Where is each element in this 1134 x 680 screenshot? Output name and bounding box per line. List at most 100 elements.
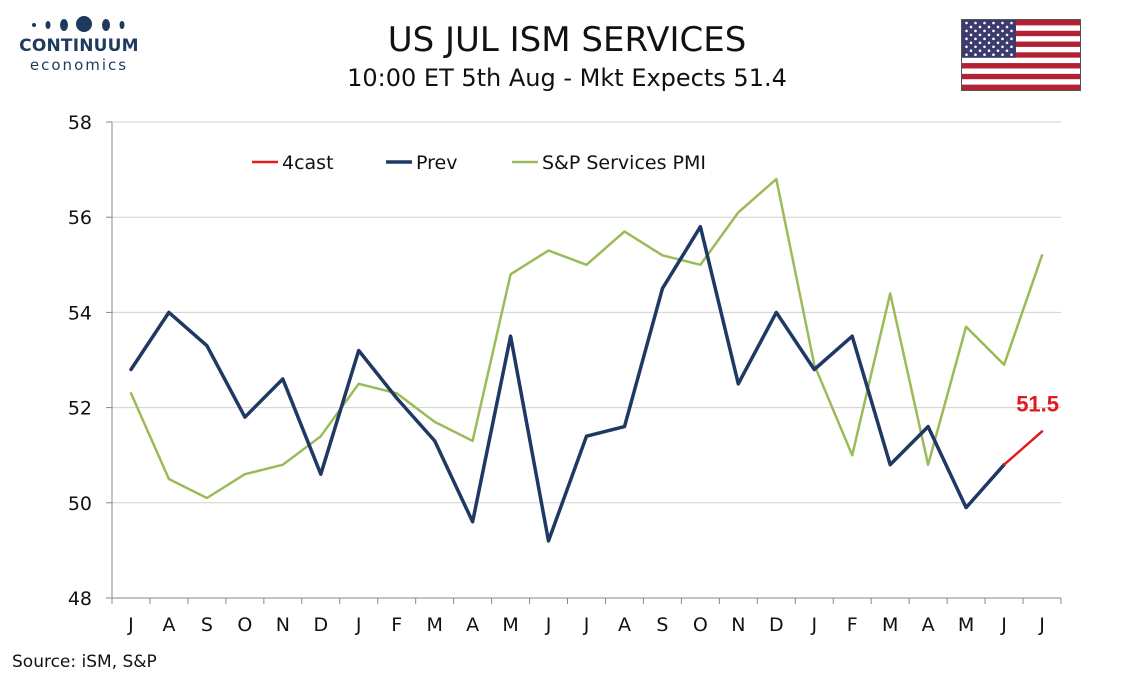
flag-star — [1010, 29, 1013, 33]
flag-star — [1005, 49, 1009, 53]
x-tick-label: M — [958, 614, 974, 636]
flag-star — [987, 25, 991, 29]
logo-name: CONTINUUM — [19, 36, 139, 56]
x-tick-label: A — [922, 614, 935, 636]
continuum-logo: CONTINUUM economics — [14, 14, 144, 76]
flag-stripe — [962, 46, 1080, 53]
legend-label: S&P Services PMI — [542, 152, 706, 174]
x-tick-label: M — [502, 614, 518, 636]
flag-star — [983, 21, 986, 25]
flag-stripe — [962, 52, 1080, 58]
flag-star — [978, 25, 982, 29]
x-tick-label: S — [201, 614, 213, 636]
x-tick-label: J — [810, 614, 817, 636]
flag-star — [992, 21, 995, 25]
flag-star — [987, 49, 991, 53]
flag-star — [983, 45, 986, 49]
flag-star — [969, 49, 973, 53]
x-tick-label: M — [426, 614, 442, 636]
flag-star — [978, 33, 982, 37]
flag-stripe — [962, 20, 1080, 26]
flag-star — [992, 37, 995, 41]
logo-subtitle: economics — [29, 56, 129, 74]
flag-star — [978, 41, 982, 45]
flag-star — [1001, 53, 1004, 56]
legend-label: 4cast — [282, 152, 334, 174]
flag-star — [983, 53, 986, 56]
flag-star — [1005, 25, 1009, 29]
source-note: Source: iSM, S&P — [12, 652, 157, 672]
x-tick-label: D — [769, 614, 784, 636]
flag-stripe — [962, 30, 1080, 37]
flag-stripe — [962, 73, 1080, 80]
flag-star — [1001, 21, 1004, 25]
pmi-line — [129, 177, 1044, 500]
x-tick-label: N — [731, 614, 745, 636]
x-tick-label: J — [583, 614, 590, 636]
y-tick-label: 50 — [68, 493, 92, 515]
x-tick-label: J — [355, 614, 362, 636]
flag-star — [1010, 37, 1013, 41]
flag-star — [996, 33, 1000, 37]
continuum-logo-icon — [32, 16, 125, 32]
flag-star — [965, 45, 968, 49]
flag-star — [974, 29, 977, 33]
forecast-value-label: 51.5 — [1016, 391, 1059, 416]
chart-subtitle: 10:00 ET 5th Aug - Mkt Expects 51.4 — [347, 64, 787, 92]
flag-star — [1005, 33, 1009, 37]
flag-border — [961, 19, 1081, 91]
flag-stripe — [962, 84, 1080, 91]
flag-star — [1010, 53, 1013, 56]
x-tick-label: J — [545, 614, 552, 636]
flag-star — [1005, 41, 1009, 45]
y-tick-label: 58 — [68, 112, 92, 134]
x-tick-label: J — [1000, 614, 1007, 636]
flag-stripe — [962, 41, 1080, 48]
x-tick-label: O — [237, 614, 252, 636]
flag-star — [974, 37, 977, 41]
chart-title: US JUL ISM SERVICES — [387, 20, 747, 60]
prev-line — [129, 224, 1006, 543]
x-tick-label: O — [693, 614, 708, 636]
flag-star — [996, 49, 1000, 53]
flag-star — [1001, 37, 1004, 41]
flag-star — [983, 29, 986, 33]
flag-star — [965, 37, 968, 41]
flag-star — [969, 41, 973, 45]
x-tick-label: S — [656, 614, 668, 636]
flag-star — [1010, 45, 1013, 49]
x-tick-label: F — [391, 614, 402, 636]
flag-star — [996, 41, 1000, 45]
flag-star — [1001, 29, 1004, 33]
flag-stripe — [962, 57, 1080, 64]
y-tick-label: 52 — [68, 398, 92, 420]
flag-star — [987, 33, 991, 37]
y-tick-label: 48 — [68, 588, 92, 610]
flag-star — [969, 33, 973, 37]
y-tick-label: 56 — [68, 207, 92, 229]
y-tick-label: 54 — [68, 302, 92, 324]
flag-star — [965, 21, 968, 25]
x-tick-label: N — [276, 614, 290, 636]
flag-stripe — [962, 68, 1080, 75]
x-tick-label: M — [882, 614, 898, 636]
x-tick-label: A — [618, 614, 631, 636]
flag-star — [969, 25, 973, 29]
flag-star — [992, 53, 995, 56]
flag-stripe — [962, 79, 1080, 85]
flag-star — [1001, 45, 1004, 49]
flag-star — [974, 53, 977, 56]
flag-stripe — [962, 36, 1080, 42]
flag-star — [978, 49, 982, 53]
x-tick-label: A — [162, 614, 175, 636]
flag-star — [965, 53, 968, 56]
legend-label: Prev — [416, 152, 457, 174]
x-tick-label: J — [1038, 614, 1045, 636]
flag-star — [996, 25, 1000, 29]
flag-star — [974, 21, 977, 25]
flag-star — [992, 45, 995, 49]
forecast-line — [1002, 430, 1044, 466]
flag-star — [987, 41, 991, 45]
flag-star — [1010, 21, 1013, 25]
